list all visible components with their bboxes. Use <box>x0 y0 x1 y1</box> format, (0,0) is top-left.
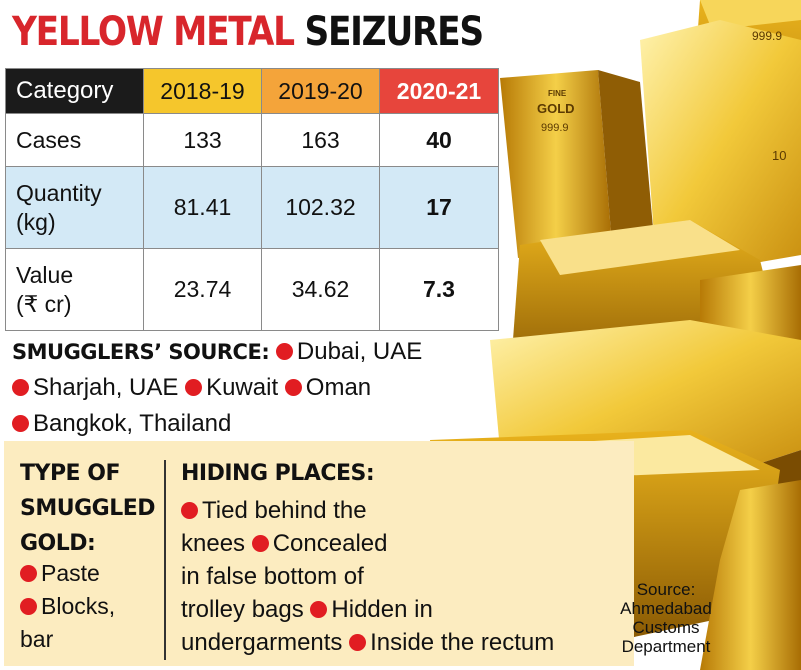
list-item: Inside the rectum <box>370 629 555 656</box>
table-cell: 133 <box>143 113 262 167</box>
table-cell: 7.3 <box>379 248 499 331</box>
list-item: Blocks, <box>41 593 116 619</box>
bullet-icon <box>284 379 302 396</box>
bullet-icon <box>20 598 37 615</box>
source-credit: Source: Ahmedabad Customs Department <box>605 580 727 656</box>
bullet-icon <box>12 415 29 432</box>
list-item: Hidden in <box>331 596 433 623</box>
row-label-line: (₹ cr) <box>16 290 72 317</box>
page-title: YELLOW METAL SEIZURES <box>12 8 484 56</box>
bar-stamp: GOLD <box>537 101 575 116</box>
source-item: Bangkok, Thailand <box>33 410 232 437</box>
bullet-icon <box>251 535 269 552</box>
header-category: Category <box>5 68 144 114</box>
row-label-line: Value <box>16 261 74 288</box>
sources-heading: SMUGGLERS’ SOURCE: <box>12 340 270 364</box>
header-2019-20: 2019-20 <box>261 68 380 114</box>
gold-bar <box>598 70 655 250</box>
bullet-icon <box>349 634 367 651</box>
bar-stamp: FINE <box>548 89 567 98</box>
bar-stamp: 10 <box>772 148 786 163</box>
table-cell: 102.32 <box>261 166 380 249</box>
source-item: Kuwait <box>206 374 279 401</box>
source-line: Customs <box>632 618 700 637</box>
list-item: trolley bags <box>181 596 304 623</box>
gold-bar <box>500 70 612 258</box>
source-item: Dubai, UAE <box>296 338 423 365</box>
source-line: Source: <box>636 580 696 599</box>
header-2020-21: 2020-21 <box>379 68 499 114</box>
bar-stamp: 999.9 <box>752 29 782 43</box>
hiding-places-list: Tied behind the knees Concealed in false… <box>181 494 601 659</box>
gold-bar <box>700 480 801 670</box>
bullet-icon <box>181 502 198 519</box>
smugglers-source: SMUGGLERS’ SOURCE: Dubai, UAE Sharjah, U… <box>12 334 452 442</box>
bar-stamp: 999.9 <box>541 122 569 134</box>
table-cell: 34.62 <box>261 248 380 331</box>
bullet-icon <box>310 601 328 618</box>
hiding-places-heading: HIDING PLACES: <box>181 461 375 486</box>
table-cell: 23.74 <box>143 248 262 331</box>
list-item: Concealed <box>272 530 388 557</box>
source-item: Sharjah, UAE <box>33 374 179 401</box>
table-header-row: Category 2018-19 2019-20 2020-21 <box>5 68 499 114</box>
bullet-icon <box>20 565 37 582</box>
list-item: knees <box>181 530 246 557</box>
table-cell: 17 <box>379 166 499 249</box>
gold-bar <box>640 20 801 270</box>
row-label: Cases <box>5 113 144 167</box>
bullet-icon <box>275 343 293 360</box>
list-item: Paste <box>41 560 100 586</box>
panel-divider <box>164 460 166 660</box>
list-item: bar <box>20 626 54 652</box>
type-of-gold-heading: TYPE OF SMUGGLED GOLD: <box>20 456 160 561</box>
details-panel <box>4 441 634 666</box>
row-label-line: (kg) <box>16 208 56 235</box>
row-label: Quantity (kg) <box>5 166 144 249</box>
title-part-red: YELLOW METAL <box>12 9 295 55</box>
row-label-line: Quantity <box>16 179 102 206</box>
heading-line: SMUGGLED <box>20 496 156 521</box>
table-cell: 40 <box>379 113 499 167</box>
gold-bar <box>540 220 740 275</box>
table-row-quantity: Quantity (kg) 81.41 102.32 17 <box>5 166 499 249</box>
list-item: undergarments <box>181 629 343 656</box>
bullet-icon <box>185 379 203 396</box>
row-label: Value (₹ cr) <box>5 248 144 331</box>
table-cell: 81.41 <box>143 166 262 249</box>
list-item: Tied behind the <box>202 497 367 524</box>
header-2018-19: 2018-19 <box>143 68 262 114</box>
title-part-black: SEIZURES <box>304 9 484 55</box>
heading-line: GOLD: <box>20 531 96 556</box>
seizures-table: Category 2018-19 2019-20 2020-21 Cases 1… <box>5 68 499 331</box>
source-line: Department <box>621 637 711 656</box>
table-row-cases: Cases 133 163 40 <box>5 113 499 167</box>
bullet-icon <box>12 379 29 396</box>
type-of-gold-list: Paste Blocks, bar <box>20 557 170 656</box>
source-item: Oman <box>305 374 372 401</box>
table-row-value: Value (₹ cr) 23.74 34.62 7.3 <box>5 248 499 331</box>
gold-bar <box>490 320 801 470</box>
list-item: in false bottom of <box>181 563 364 590</box>
source-line: Ahmedabad <box>620 599 712 618</box>
heading-line: TYPE OF <box>20 461 120 486</box>
table-cell: 163 <box>261 113 380 167</box>
